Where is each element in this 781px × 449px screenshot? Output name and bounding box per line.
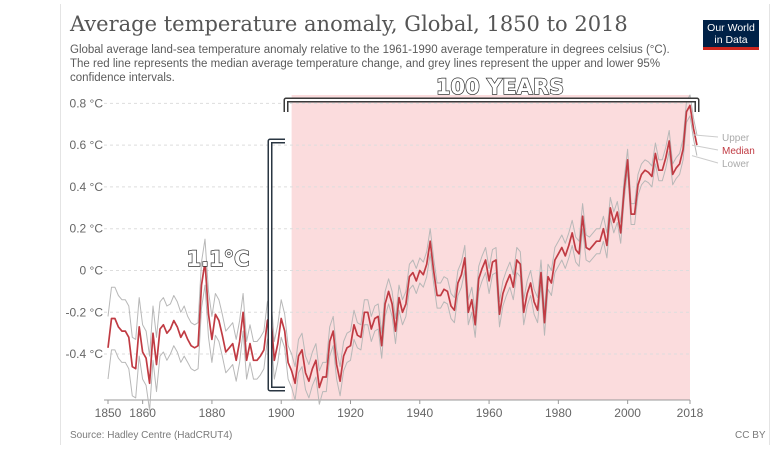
series-line-median	[107, 104, 698, 389]
y-tick-label: 0.6 °C	[70, 138, 104, 152]
series-line-upper	[107, 94, 698, 372]
highlight-region	[291, 95, 690, 400]
years-bracket	[285, 99, 698, 112]
x-tick-label: 1850	[95, 406, 122, 420]
legend-connector	[691, 155, 719, 164]
legend-connector	[691, 134, 719, 138]
y-tick-label: -0.4 °C	[66, 347, 104, 361]
legend-label-upper: Upper	[722, 133, 750, 144]
x-tick-label: 1880	[199, 406, 226, 420]
legend-label-lower: Lower	[722, 159, 750, 170]
y-tick-label: -0.2 °C	[66, 305, 104, 319]
legend-connector	[691, 144, 719, 151]
x-tick-label: 1860	[129, 406, 156, 420]
y-tick-label: 0.4 °C	[70, 180, 104, 194]
x-tick-label: 1980	[545, 406, 572, 420]
legend-label-median: Median	[722, 146, 755, 157]
chart-subtitle: Global average land-sea temperature anom…	[70, 44, 670, 84]
x-tick-label: 2000	[614, 406, 641, 420]
source-note[interactable]: Source: Hadley Centre (HadCRUT4)	[70, 430, 233, 441]
years-annotation: 100 YEARS	[436, 75, 564, 99]
x-tick-label: 1900	[268, 406, 295, 420]
logo-accent-bar	[703, 47, 759, 50]
chart-title: Average temperature anomaly, Global, 185…	[70, 12, 628, 36]
warming-annotation: 1.1°C	[186, 247, 249, 271]
series-line-lower	[107, 115, 698, 411]
license-note[interactable]: CC BY	[735, 430, 766, 441]
x-tick-label: 2018	[677, 406, 704, 420]
y-tick-label: 0 °C	[80, 263, 104, 277]
owid-logo[interactable]: Our World in Data	[703, 20, 759, 50]
y-tick-label: 0.8 °C	[70, 96, 104, 110]
y-tick-label: 0.2 °C	[70, 222, 104, 236]
warming-bracket	[269, 140, 285, 390]
x-tick-label: 1960	[476, 406, 503, 420]
logo-line-1: Our World	[707, 22, 755, 34]
warming-bracket-outline	[267, 138, 285, 392]
x-tick-label: 1940	[406, 406, 433, 420]
chart-frame	[60, 4, 770, 445]
x-tick-label: 1920	[337, 406, 364, 420]
logo-line-2: in Data	[714, 34, 748, 46]
